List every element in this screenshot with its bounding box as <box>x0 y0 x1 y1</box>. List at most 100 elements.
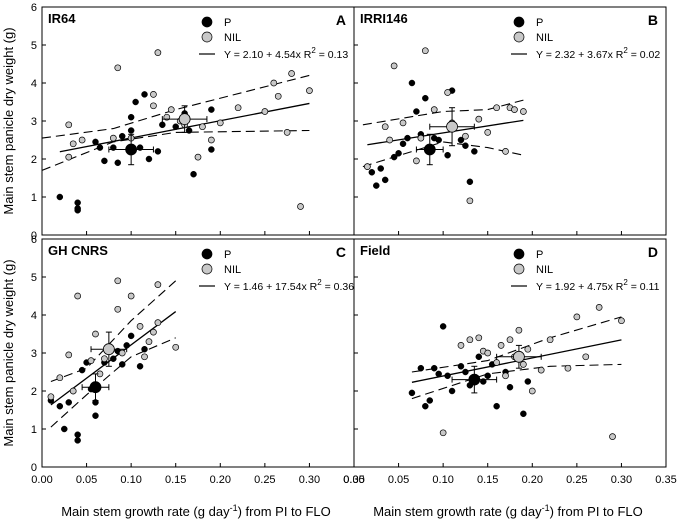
data-point-nil <box>439 429 447 437</box>
data-point-nil <box>582 353 590 361</box>
equation-main: Y = 2.32 + 3.67x R <box>536 49 624 61</box>
data-point-p <box>118 132 126 140</box>
legend: P NIL Y = 2.10 + 4.54x R2 = 0.13 <box>199 16 349 61</box>
data-point-p <box>92 138 99 146</box>
y-tick-label: 6 <box>31 234 37 246</box>
x-tick-label: 0.35 <box>655 474 676 486</box>
data-point-nil <box>154 49 162 56</box>
data-point-nil <box>136 323 144 330</box>
data-point-p <box>74 437 81 444</box>
mean-point-nil <box>102 343 115 356</box>
y-tick-label: 0 <box>31 230 37 242</box>
mean-marker-p <box>451 365 498 394</box>
equation-value: = 0.02 <box>628 49 661 61</box>
y-tick-label: 6 <box>31 2 37 14</box>
data-point-p <box>417 364 425 372</box>
legend-label-nil: NIL <box>224 264 241 276</box>
legend-marker-nil <box>201 31 213 43</box>
data-point-p <box>439 323 447 330</box>
data-point-p <box>462 368 469 376</box>
mean-point-nil <box>178 113 191 125</box>
mean-marker-nil <box>90 331 128 367</box>
legend-label-p: P <box>536 17 543 29</box>
data-point-p <box>435 370 442 378</box>
data-point-nil <box>546 336 554 344</box>
data-point-nil <box>101 355 108 363</box>
y-tick-label: 1 <box>31 192 37 204</box>
data-point-nil <box>511 106 518 113</box>
equation-main: Y = 1.46 + 17.54x R <box>224 281 318 293</box>
data-point-nil <box>283 129 291 136</box>
data-point-nil <box>65 351 73 359</box>
data-point-nil <box>65 121 73 129</box>
legend: P NIL Y = 2.32 + 3.67x R2 = 0.02 <box>511 16 660 61</box>
data-point-p <box>524 378 532 385</box>
data-point-p <box>74 431 81 438</box>
equation-main: Y = 1.92 + 4.75x R <box>536 281 624 293</box>
ci-upper-band <box>362 99 524 126</box>
data-point-nil <box>194 153 202 161</box>
data-point-nil <box>386 136 394 144</box>
panel-title: GH CNRS <box>48 243 108 258</box>
equation-value: = 0.13 <box>316 49 349 61</box>
x-tick-label: 0.30 <box>299 474 320 486</box>
legend-marker-p <box>201 16 213 28</box>
data-point-p <box>159 121 166 129</box>
x-axis-title-main: Main stem growth rate (g day <box>373 504 542 519</box>
x-tick-label: 0.00 <box>31 474 52 486</box>
x-tick-label: 0.10 <box>120 474 141 486</box>
y-axis-title-bottom: Main stem panicle dry weight (g) <box>1 259 16 446</box>
regression-equation: Y = 1.92 + 4.75x R2 = 0.11 <box>536 278 660 293</box>
data-point-p <box>395 150 402 157</box>
data-point-nil <box>118 349 126 357</box>
data-point-nil <box>69 140 77 148</box>
data-point-p <box>208 106 215 113</box>
data-point-nil <box>528 387 536 395</box>
equation-main: Y = 2.10 + 4.54x R <box>224 49 312 61</box>
ci-upper-band <box>41 74 310 139</box>
panel-title: IR64 <box>48 11 76 26</box>
panel-title: Field <box>360 243 390 258</box>
panel-frame <box>41 238 355 468</box>
data-point-p <box>471 148 478 155</box>
data-point-nil <box>515 326 523 334</box>
x-axis-title-tail: ) from PI to FLO <box>550 504 643 519</box>
data-point-p <box>368 169 376 176</box>
x-tick-label: 0.20 <box>522 474 543 486</box>
mean-point-nil <box>513 350 525 363</box>
data-point-p <box>381 176 389 184</box>
mean-marker-p <box>81 373 110 401</box>
data-point-nil <box>145 338 153 345</box>
equation-sup: 2 <box>317 278 322 287</box>
equation-sup: 2 <box>623 278 628 287</box>
data-point-p <box>493 402 500 410</box>
data-point-p <box>145 155 153 163</box>
data-point-p <box>110 355 117 362</box>
data-point-nil <box>506 336 514 344</box>
data-point-nil <box>150 102 157 110</box>
x-axis-title-tail: ) from PI to FLO <box>238 504 331 519</box>
data-point-nil <box>524 345 532 353</box>
x-tick-label: 0.35 <box>343 474 364 486</box>
regression-line <box>367 119 524 146</box>
panel-letter: A <box>336 12 346 28</box>
data-point-p <box>506 383 514 391</box>
y-tick-label: 5 <box>31 272 37 284</box>
panel-letter: D <box>648 244 658 260</box>
data-point-p <box>141 345 148 353</box>
data-point-p <box>484 372 491 380</box>
x-axis-title-main: Main stem growth rate (g day <box>61 504 230 519</box>
data-point-p <box>435 136 442 144</box>
data-point-p <box>373 182 380 189</box>
data-point-nil <box>270 79 278 87</box>
y-tick-label: 0 <box>31 462 37 474</box>
data-point-p <box>132 98 139 106</box>
data-point-nil <box>114 64 122 72</box>
regression-equation: Y = 2.32 + 3.67x R2 = 0.02 <box>536 46 660 61</box>
legend: P NIL Y = 1.46 + 17.54x R2 = 0.36 <box>199 248 354 293</box>
data-point-nil <box>484 349 492 357</box>
equation-value: = 0.11 <box>628 281 660 293</box>
ci-lower-band <box>41 129 310 171</box>
x-tick-label: 0.30 <box>611 474 632 486</box>
